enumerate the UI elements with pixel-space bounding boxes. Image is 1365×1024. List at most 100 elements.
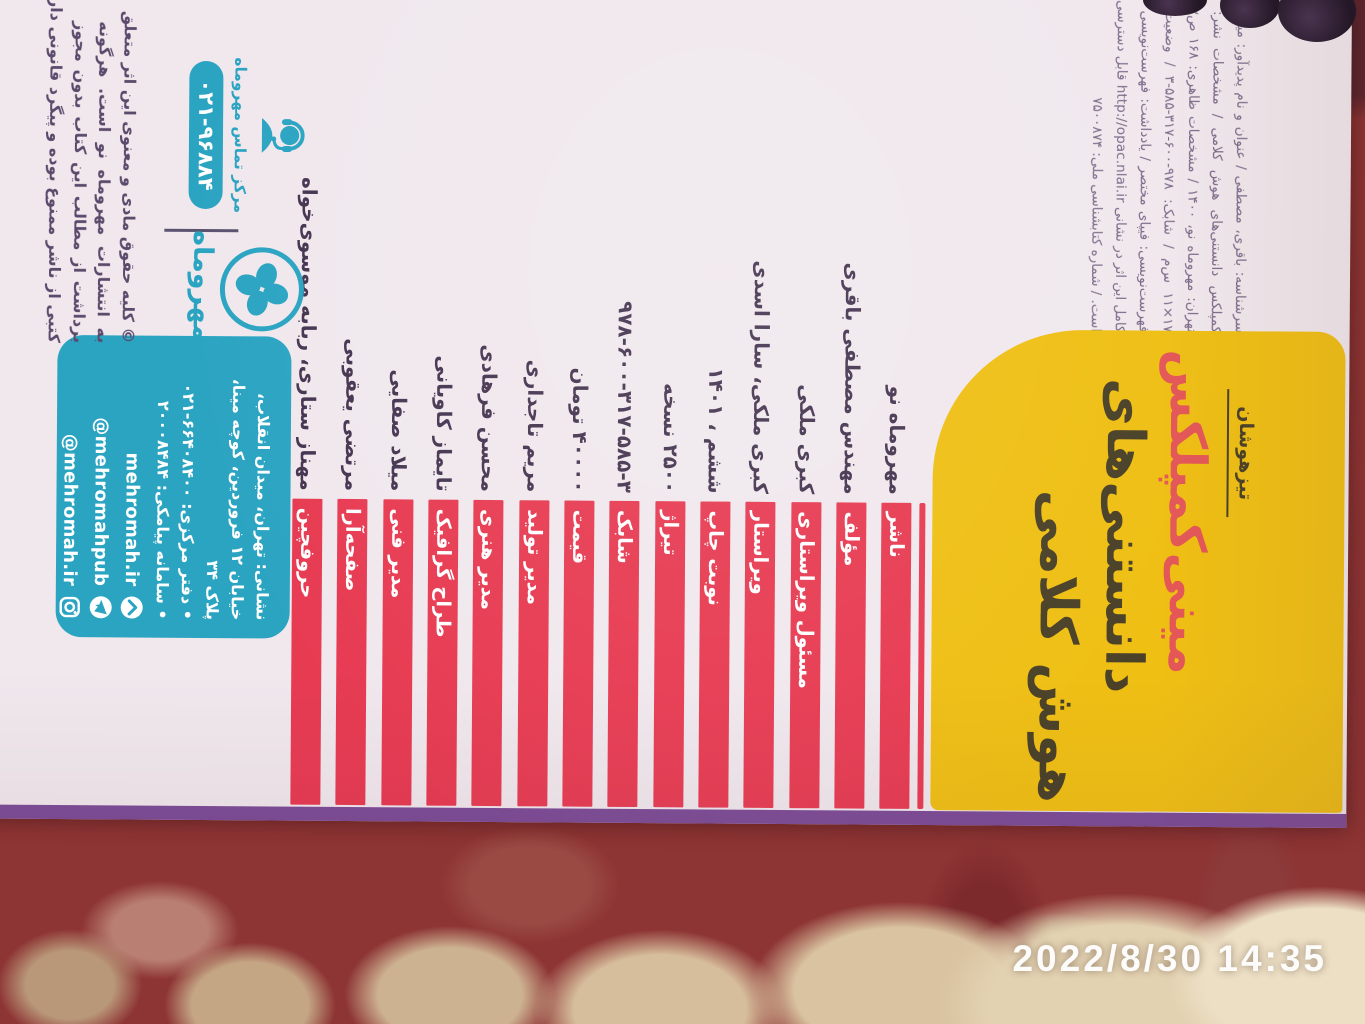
colophon-label-bar: ناشر (879, 502, 912, 809)
telegram-handle: @mehromahpub (90, 417, 113, 587)
colophon-label: قیمت (568, 509, 592, 565)
copyright-block: © کلیه حقوق مادی و معنوی این اثر متعلق ب… (42, 0, 142, 344)
colophon-label-bar: قیمت (562, 500, 595, 807)
social-row-telegram: @mehromahpub (88, 353, 116, 619)
title-blob: تیزهوشان مینی‌کمپلکس دانستنی‌های هوش کلا… (930, 329, 1346, 813)
colophon-label-bar: شابک (607, 500, 640, 808)
colophon-value: میلاد صفایی (386, 369, 412, 492)
sms-line: • سامانه پیامکی: ۲۰۰۰۸۴۸۴ (150, 354, 177, 620)
copyright-line: © کلیه حقوق مادی و معنوی این اثر متعلق (118, 10, 140, 344)
colophon-row: مریم تاجداری مدیر تولید (517, 0, 553, 807)
fipa-cataloging-block: سرشناسه: باقری، مصطفی / عنوان و نام پدید… (1084, 0, 1254, 334)
publisher-contact-box: نشانی: تهران، میدان انقلاب، خیابان ۱۲ فر… (55, 334, 292, 639)
fipa-line: است. / شماره کتابشناسی ملی: ۷۵۰۰۸۷۴ (1087, 97, 1106, 333)
bullet: • (177, 609, 197, 620)
bullet: • (152, 609, 172, 620)
sms-label: سامانه پیامکی: (152, 484, 173, 604)
colophon-row: میلاد صفایی مدیر فنی (381, 0, 417, 806)
colophon-label: نوبت چاپ (703, 510, 728, 606)
colophon-row: ۲۵۰۰ نسخه تیراژ (653, 0, 689, 808)
colophon-value: مریم تاجداری (522, 359, 548, 493)
mehromah-wordmark: مهروماه (186, 229, 219, 342)
mehromah-butterfly-logo-icon (219, 247, 305, 332)
colophon-row: ۹۷۸-۶۰۰-۳۱۷-۵۸۵-۳ شابک (607, 0, 643, 808)
colophon-label: مدیر هنری (476, 508, 501, 611)
social-row-instagram: @mehromah.ir (57, 353, 85, 619)
colophon-label-bar: مؤلف (834, 502, 867, 809)
colophon-label: شابک (613, 509, 637, 564)
contact-center-block: مرکز تماس مهروماه ۰۲۱-۹۶۸۸۴ (188, 44, 307, 227)
social-row-website: mehromah.ir (119, 353, 147, 619)
instagram-icon (59, 596, 80, 618)
colophon-row: ۴۰۰۰۰ تومان قیمت (562, 0, 598, 807)
website-url: mehromah.ir (121, 452, 144, 587)
colophon-label: مدیر تولید (522, 509, 547, 606)
telegram-icon (89, 596, 112, 619)
book-title-line3: هوش کلامی (1026, 489, 1089, 804)
book-title-line2: دانستنی‌های (1093, 377, 1156, 694)
colophon-row: محسن فرهادی مدیر هنری (471, 0, 507, 807)
tizhooshan-brand-logo: تیزهوشان (1226, 389, 1258, 518)
colophon-row: مرتضی یعقوبی صفحه‌آرا (335, 0, 371, 806)
colophon-label-bar: مدیر فنی (381, 499, 414, 806)
publisher-address: نشانی: تهران، میدان انقلاب، خیابان ۱۲ فر… (202, 378, 274, 621)
colophon-value: کبری ملکی، سارا اسدی (748, 260, 775, 494)
contact-center-phone-badge: ۰۲۱-۹۶۸۸۴ (188, 61, 224, 209)
copyright-line: به انتشارات مهروماه نو است. هرگونه (94, 21, 116, 344)
office-phone-number: ۰۲۱-۶۶۴۰۸۴۰۰ (178, 383, 199, 498)
colophon-label: ناشر (885, 511, 909, 558)
fipa-line: کمپلکس دانستنی‌های هوش کلامی / مشخصات نش… (1207, 11, 1226, 334)
colophon-label: مسئول ویراستاری (794, 511, 819, 689)
binding-shadow-blob (1143, 0, 1207, 16)
colophon-value: مهندس مصطفی باقری (839, 262, 866, 495)
colophon-label-bar: مسئول ویراستاری (789, 502, 822, 809)
colophon-label: ویراستار (748, 510, 773, 595)
colophon-label-bar: مدیر هنری (471, 499, 504, 807)
colophon-value: ۲۵۰۰ نسخه (658, 382, 684, 494)
fipa-line: سرشناسه: باقری، مصطفی / عنوان و نام پدید… (1231, 11, 1250, 334)
colophon-row: مهروماه نو ناشر (879, 0, 915, 809)
book-colophon-page: سرشناسه: باقری، مصطفی / عنوان و نام پدید… (0, 0, 1352, 828)
colophon-value-isbn: ۹۷۸-۶۰۰-۳۱۷-۵۸۵-۳ (612, 300, 638, 494)
fipa-line: تهران: مهروماه نو، ۱۴۰۰ / مشخصات ظاهری: … (1183, 10, 1202, 333)
colophon-label: مؤلف (840, 511, 864, 567)
colophon-label-bar: تیراژ (653, 501, 686, 808)
colophon-value: مهروماه نو (884, 385, 910, 495)
colophon-row: تایماز کاویانی طراح گرافیک (426, 0, 462, 806)
table-top-rule (917, 502, 926, 810)
colophon-label-bar: ویراستار (743, 501, 776, 808)
copyright-line: کتبی از ناشر ممنوع بوده و پیگرد قانونی د… (45, 0, 67, 344)
headset-support-icon (261, 118, 305, 153)
colophon-row: مهندس مصطفی باقری مؤلف (834, 0, 870, 809)
colophon-row: کبری ملکی مسئول ویراستاری (789, 0, 825, 809)
colophon-value: محسن فرهادی (476, 344, 502, 493)
fipa-line: کامل این اثر در نشانی http://opac.nlai.i… (1111, 0, 1130, 333)
publisher-logo-block: مهروماه (186, 229, 305, 342)
copyright-line: برداشت از مطالب این کتاب بدون مجوز (69, 21, 91, 344)
colophon-label-bar: مدیر تولید (517, 500, 550, 807)
colophon-value: تایماز کاویانی (431, 355, 457, 492)
colophon-label: طراح گرافیک (431, 508, 456, 638)
colophon-value: ۴۰۰۰۰ تومان (567, 367, 593, 493)
fipa-line: ۱۷×۱۱ س‌م / شابک: ۹۷۸-۶۰۰-۳۱۷-۵۸۵-۳ / وض… (1159, 10, 1178, 333)
colophon-label: تیراژ (659, 510, 683, 556)
book-title-line1: مینی‌کمپلکس (1157, 349, 1218, 676)
colophon-row: ششم ، ۱۴۰۱ نوبت چاپ (698, 0, 734, 808)
colophon-label-bar: طراح گرافیک (426, 499, 459, 806)
fipa-line: فهرست‌نویسی: فیپای مختصر / یادداشت: فهرس… (1135, 10, 1154, 333)
sms-number: ۲۰۰۰۸۴۸۴ (153, 400, 174, 480)
colophon-label: صفحه‌آرا (340, 507, 365, 592)
website-icon (120, 596, 143, 619)
colophon-label-bar: نوبت چاپ (698, 501, 731, 808)
office-phone-label: دفتر مرکزی: (177, 503, 198, 605)
colophon-label-bar: حروفچین (290, 498, 323, 805)
colophon-value: مرتضی یعقوبی (340, 338, 366, 492)
instagram-handle: @mehromah.ir (59, 433, 82, 587)
colophon-row: کبری ملکی، سارا اسدی ویراستار (743, 0, 779, 808)
colophon-value: ششم ، ۱۴۰۱ (703, 367, 729, 494)
contact-center-label: مرکز تماس مهروماه (230, 57, 250, 214)
office-phone-line: • دفتر مرکزی: ۰۲۱-۶۶۴۰۸۴۰۰ (175, 354, 202, 620)
colophon-label-bar: صفحه‌آرا (335, 498, 368, 806)
colophon-value: کبری ملکی (794, 384, 820, 495)
